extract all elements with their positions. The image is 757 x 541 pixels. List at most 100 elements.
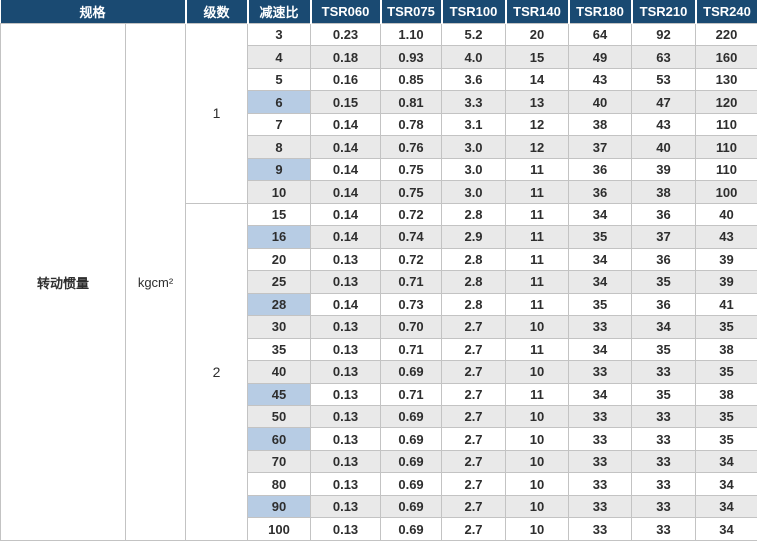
header-model-tsr075: TSR075 bbox=[380, 0, 443, 24]
value-cell: 33 bbox=[568, 360, 633, 384]
value-cell: 0.13 bbox=[310, 427, 382, 451]
value-cell: 0.75 bbox=[380, 157, 443, 182]
value-cell: 11 bbox=[505, 180, 570, 204]
value-cell: 33 bbox=[568, 427, 633, 451]
value-cell: 33 bbox=[631, 404, 697, 429]
value-cell: 33 bbox=[568, 449, 633, 474]
value-cell: 53 bbox=[631, 67, 697, 92]
value-cell: 0.69 bbox=[380, 517, 443, 541]
table-row: 45 0.13 0.71 2.7 11 34 35 38 bbox=[1, 382, 757, 406]
value-cell: 34 bbox=[568, 247, 633, 272]
value-cell: 43 bbox=[631, 112, 697, 137]
value-cell: 0.16 bbox=[310, 67, 382, 92]
ratio-cell: 15 bbox=[247, 202, 312, 227]
value-cell: 0.78 bbox=[380, 112, 443, 137]
value-cell: 34 bbox=[695, 494, 757, 519]
value-cell: 2.7 bbox=[441, 472, 507, 496]
value-cell: 0.13 bbox=[310, 315, 382, 339]
ratio-cell: 90 bbox=[247, 494, 312, 519]
header-model-tsr100: TSR100 bbox=[441, 0, 507, 24]
value-cell: 0.71 bbox=[380, 382, 443, 406]
value-cell: 11 bbox=[505, 202, 570, 227]
value-cell: 43 bbox=[568, 67, 633, 92]
ratio-cell: 80 bbox=[247, 472, 312, 496]
table-row: 25 0.13 0.71 2.8 11 34 35 39 bbox=[1, 270, 757, 294]
value-cell: 0.23 bbox=[310, 22, 382, 47]
value-cell: 0.69 bbox=[380, 404, 443, 429]
value-cell: 0.81 bbox=[380, 90, 443, 114]
value-cell: 33 bbox=[568, 472, 633, 496]
value-cell: 39 bbox=[695, 270, 757, 294]
table-row: 16 0.14 0.74 2.9 11 35 37 43 bbox=[1, 225, 757, 249]
table-row: 40 0.13 0.69 2.7 10 33 33 35 bbox=[1, 360, 757, 384]
header-spec: 规格 bbox=[0, 0, 187, 24]
value-cell: 49 bbox=[568, 45, 633, 69]
value-cell: 0.69 bbox=[380, 360, 443, 384]
value-cell: 10 bbox=[505, 449, 570, 474]
table-row: 5 0.16 0.85 3.6 14 43 53 130 bbox=[1, 67, 757, 92]
value-cell: 0.85 bbox=[380, 67, 443, 92]
value-cell: 0.15 bbox=[310, 90, 382, 114]
value-cell: 0.14 bbox=[310, 180, 382, 204]
value-cell: 0.69 bbox=[380, 449, 443, 474]
value-cell: 36 bbox=[568, 157, 633, 182]
table-row: 100 0.13 0.69 2.7 10 33 33 34 bbox=[1, 517, 757, 541]
value-cell: 35 bbox=[631, 270, 697, 294]
value-cell: 2.8 bbox=[441, 247, 507, 272]
value-cell: 3.0 bbox=[441, 180, 507, 204]
value-cell: 39 bbox=[695, 247, 757, 272]
value-cell: 34 bbox=[695, 517, 757, 541]
table-row: 8 0.14 0.76 3.0 12 37 40 110 bbox=[1, 135, 757, 159]
ratio-cell: 9 bbox=[247, 157, 312, 182]
value-cell: 0.70 bbox=[380, 315, 443, 339]
ratio-cell: 50 bbox=[247, 404, 312, 429]
value-cell: 3.0 bbox=[441, 157, 507, 182]
stage-cell: 2 bbox=[185, 202, 249, 541]
value-cell: 0.74 bbox=[380, 225, 443, 249]
value-cell: 2.7 bbox=[441, 404, 507, 429]
ratio-cell: 40 bbox=[247, 360, 312, 384]
value-cell: 64 bbox=[568, 22, 633, 47]
ratio-cell: 28 bbox=[247, 292, 312, 317]
value-cell: 3.1 bbox=[441, 112, 507, 137]
value-cell: 34 bbox=[568, 270, 633, 294]
value-cell: 63 bbox=[631, 45, 697, 69]
table-row: 9 0.14 0.75 3.0 11 36 39 110 bbox=[1, 157, 757, 182]
value-cell: 33 bbox=[631, 449, 697, 474]
value-cell: 1.10 bbox=[380, 22, 443, 47]
value-cell: 38 bbox=[695, 337, 757, 362]
value-cell: 0.13 bbox=[310, 337, 382, 362]
ratio-cell: 45 bbox=[247, 382, 312, 406]
ratio-cell: 10 bbox=[247, 180, 312, 204]
header-model-tsr180: TSR180 bbox=[568, 0, 633, 24]
spec-label-cell: 转动惯量 bbox=[0, 23, 126, 541]
ratio-cell: 60 bbox=[247, 427, 312, 451]
ratio-cell: 8 bbox=[247, 135, 312, 159]
value-cell: 36 bbox=[568, 180, 633, 204]
value-cell: 33 bbox=[631, 472, 697, 496]
value-cell: 20 bbox=[505, 22, 570, 47]
value-cell: 33 bbox=[568, 404, 633, 429]
value-cell: 35 bbox=[568, 225, 633, 249]
value-cell: 0.13 bbox=[310, 247, 382, 272]
ratio-cell: 6 bbox=[247, 90, 312, 114]
ratio-cell: 5 bbox=[247, 67, 312, 92]
value-cell: 0.75 bbox=[380, 180, 443, 204]
ratio-cell: 4 bbox=[247, 45, 312, 69]
value-cell: 47 bbox=[631, 90, 697, 114]
value-cell: 0.13 bbox=[310, 382, 382, 406]
value-cell: 0.18 bbox=[310, 45, 382, 69]
value-cell: 0.93 bbox=[380, 45, 443, 69]
value-cell: 0.73 bbox=[380, 292, 443, 317]
value-cell: 0.13 bbox=[310, 360, 382, 384]
value-cell: 34 bbox=[568, 337, 633, 362]
value-cell: 13 bbox=[505, 90, 570, 114]
value-cell: 38 bbox=[695, 382, 757, 406]
value-cell: 14 bbox=[505, 67, 570, 92]
header-model-tsr240: TSR240 bbox=[695, 0, 757, 24]
value-cell: 2.7 bbox=[441, 382, 507, 406]
value-cell: 11 bbox=[505, 225, 570, 249]
value-cell: 110 bbox=[695, 112, 757, 137]
value-cell: 4.0 bbox=[441, 45, 507, 69]
value-cell: 40 bbox=[631, 135, 697, 159]
